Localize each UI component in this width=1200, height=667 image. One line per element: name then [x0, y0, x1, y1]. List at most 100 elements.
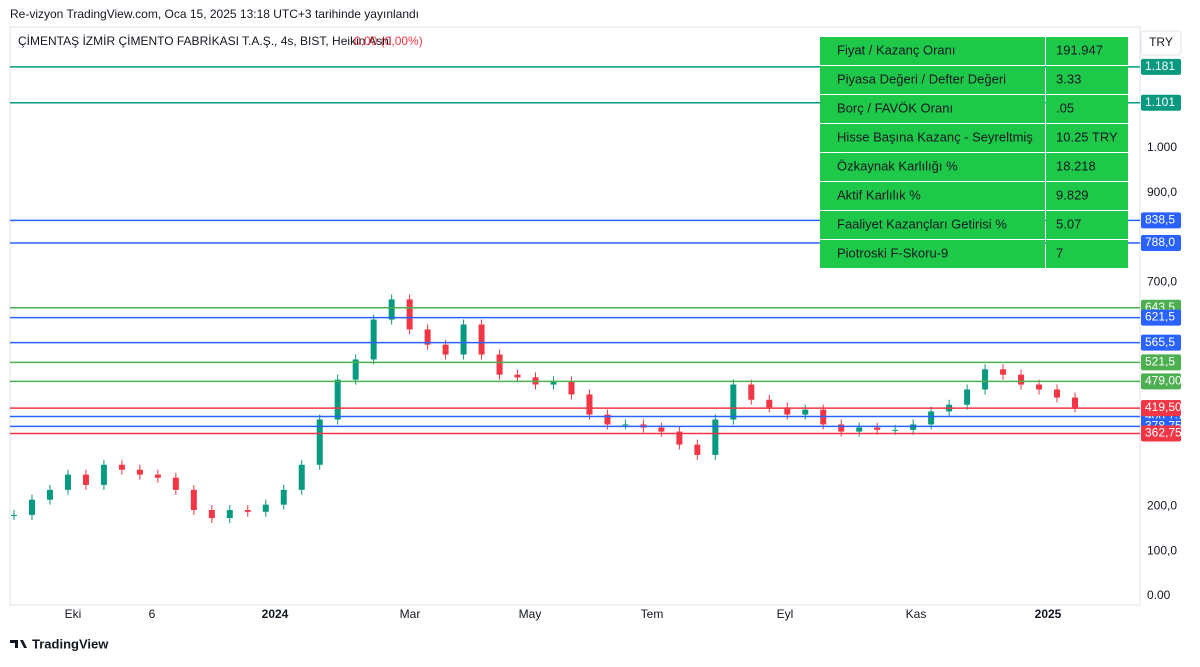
candle	[514, 374, 521, 378]
fundamentals-table: Fiyat / Kazanç Oranı 191.947 Piyasa Değeri…	[820, 37, 1128, 268]
candle	[838, 424, 845, 432]
candle	[568, 381, 575, 395]
x-tick-label: 6	[149, 607, 156, 621]
candle	[964, 389, 971, 405]
level-tag	[1141, 212, 1181, 229]
candle	[1000, 369, 1007, 375]
level-tag	[1141, 334, 1181, 351]
candle	[802, 409, 809, 415]
candle	[11, 514, 17, 516]
level-label: 521,5	[1145, 355, 1175, 369]
cell-value: 191.947	[1056, 42, 1103, 57]
logo	[10, 640, 27, 648]
cell	[1046, 240, 1128, 268]
cell	[820, 66, 1045, 94]
candle	[982, 369, 989, 390]
x-tick-label: May	[519, 607, 542, 621]
candle	[712, 419, 719, 455]
cell	[820, 153, 1045, 181]
candle	[1054, 389, 1061, 398]
candle	[586, 394, 593, 415]
candle	[316, 419, 323, 465]
candle	[100, 464, 107, 485]
cell	[1046, 153, 1128, 181]
level-tag	[1141, 309, 1181, 326]
cell	[1046, 95, 1128, 123]
cell-value: .05	[1056, 100, 1074, 115]
candle	[856, 427, 863, 432]
candle	[442, 344, 449, 355]
candle	[676, 431, 683, 445]
x-tick-label: Eki	[65, 607, 82, 621]
candle	[334, 379, 341, 420]
candle	[244, 510, 251, 512]
last-price-label: 419,50	[1145, 400, 1182, 414]
candle	[928, 411, 935, 425]
cell	[820, 211, 1045, 239]
cell-label: Hisse Başına Kazanç - Seyreltmiş	[837, 129, 1033, 144]
cell-label: Faaliyet Kazançları Getirisi %	[837, 216, 1007, 231]
level-tag	[1141, 58, 1181, 75]
y-tick-label: 900,0	[1147, 185, 1177, 199]
level-label: 565,5	[1145, 335, 1175, 349]
candle	[118, 464, 125, 470]
level-tag	[1141, 234, 1181, 251]
cell-label: Özkaynak Karlılığı %	[837, 158, 958, 173]
candle	[910, 424, 917, 430]
cell-value: 5.07	[1056, 216, 1081, 231]
cell	[1046, 182, 1128, 210]
candle	[748, 384, 755, 400]
candle	[1036, 384, 1043, 390]
cell	[820, 240, 1045, 268]
cell-label: Aktif Karlılık %	[837, 187, 921, 202]
candle	[496, 354, 503, 375]
candle	[730, 384, 737, 420]
plot-frame	[9, 26, 1141, 606]
candle	[172, 477, 179, 490]
candle	[262, 504, 269, 512]
candle	[298, 464, 305, 490]
candle	[46, 489, 53, 500]
candle	[1018, 374, 1025, 385]
x-tick-label: 2025	[1035, 607, 1062, 621]
cell	[820, 95, 1045, 123]
published: Re-vizyon TradingView.com, Oca 15, 2025 …	[10, 7, 419, 21]
cell-value: 18.218	[1056, 158, 1096, 173]
x-tick-label: Eyl	[777, 607, 794, 621]
candle	[460, 324, 467, 355]
cell	[820, 182, 1045, 210]
candle	[388, 299, 395, 320]
currency: TRY	[1149, 35, 1173, 49]
level-tag	[1141, 94, 1181, 111]
candle	[154, 474, 161, 478]
candle	[136, 469, 143, 475]
cell-value: 10.25 TRY	[1056, 129, 1118, 144]
currency-box[interactable]	[1140, 30, 1182, 56]
level-label: 362,75	[1145, 426, 1182, 440]
candle	[766, 399, 773, 408]
cell	[820, 37, 1045, 65]
candle	[190, 489, 197, 511]
cell-value: 7	[1056, 245, 1063, 260]
candle	[82, 474, 89, 485]
candle	[550, 381, 557, 385]
candle	[424, 329, 431, 345]
candle	[208, 510, 215, 519]
level-tag	[1141, 373, 1181, 390]
x-tick-label: Mar	[400, 607, 421, 621]
symbol: ÇİMENTAŞ İZMİR ÇİMENTO FABRİKASI T.A.Ş.,…	[18, 34, 391, 48]
candle	[406, 299, 413, 330]
level-label: 621,5	[1145, 310, 1175, 324]
candle	[370, 319, 377, 360]
candle	[280, 489, 287, 505]
candle	[478, 324, 485, 355]
candle	[784, 407, 791, 415]
candle	[658, 427, 665, 432]
cell	[820, 124, 1045, 152]
cell-label: Piyasa Değeri / Defter Değeri	[837, 71, 1006, 86]
change: 0,00 (0,00%)	[354, 34, 423, 48]
level-tag	[1141, 425, 1181, 442]
cell-value: 9.829	[1056, 187, 1089, 202]
cell-label: Piotroski F-Skoru-9	[837, 245, 948, 260]
